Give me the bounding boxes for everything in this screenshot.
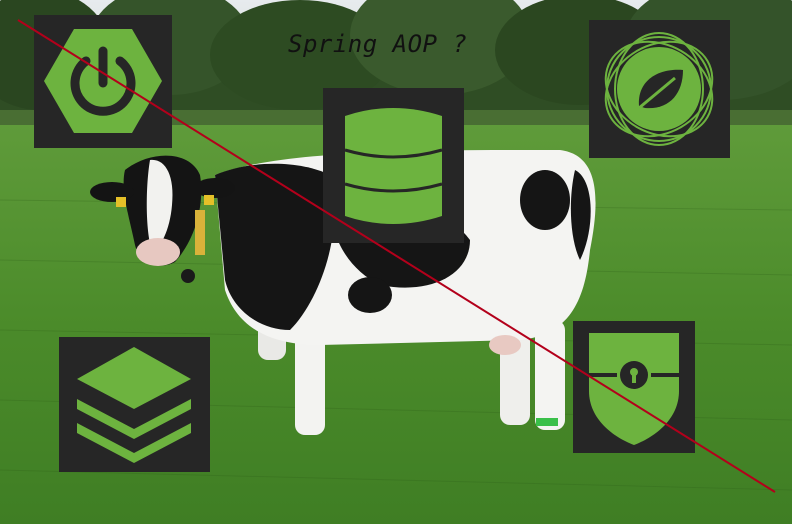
spring-boot-tile [34, 15, 172, 148]
spring-security-shield-icon [589, 333, 679, 445]
meme-caption: Spring AOP ? [288, 30, 468, 58]
spring-cloud-tile [59, 337, 210, 472]
spring-data-icon [344, 108, 443, 224]
spring-boot-power-icon [44, 29, 162, 133]
spring-data-tile [323, 88, 464, 243]
spring-security-tile [573, 321, 695, 453]
spring-cloud-stack-icon [77, 347, 191, 463]
spring-framework-leaf-icon [604, 32, 714, 146]
spring-framework-tile [589, 20, 730, 158]
